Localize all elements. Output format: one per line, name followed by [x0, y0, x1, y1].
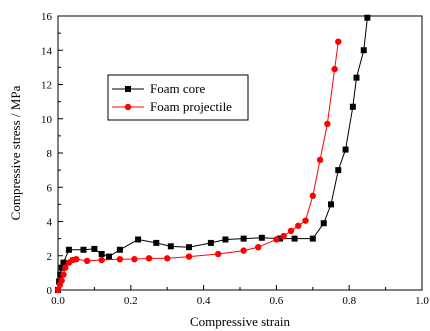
x-tick-label: 0.0 [51, 295, 65, 307]
y-tick-label: 0 [47, 285, 53, 297]
data-point-foam-core [353, 74, 360, 81]
data-point-foam-projectile [185, 253, 193, 260]
x-tick-label: 0.8 [342, 295, 356, 307]
data-point-foam-core [291, 235, 298, 242]
data-point-foam-projectile [98, 256, 105, 264]
data-point-foam-core [65, 246, 72, 253]
data-point-foam-projectile [145, 255, 153, 262]
data-point-foam-projectile [60, 271, 67, 278]
data-point-foam-core [91, 245, 98, 252]
data-point-foam-projectile [58, 277, 65, 284]
data-point-foam-projectile [131, 255, 138, 263]
data-point-foam-projectile [273, 236, 280, 243]
data-point-foam-projectile [287, 227, 295, 235]
y-axis-title: Compressive stress / MPa [8, 85, 23, 220]
data-point-foam-projectile [324, 120, 331, 128]
data-point-foam-projectile [83, 257, 91, 265]
y-tick-label: 8 [47, 148, 53, 160]
data-point-foam-projectile [316, 156, 324, 164]
legend-marker-foam-projectile [124, 103, 132, 111]
x-axis-title: Compressive strain [190, 314, 291, 329]
data-point-foam-core [116, 246, 123, 253]
y-axis: 0 2 4 6 8 10 12 14 16 [41, 11, 63, 297]
data-point-foam-projectile [331, 65, 338, 73]
data-point-foam-projectile [54, 286, 62, 294]
y-tick-label: 16 [41, 11, 53, 23]
legend-label-foam-core: Foam core [150, 81, 205, 96]
data-point-foam-core [364, 14, 371, 21]
data-point-foam-core [98, 251, 105, 258]
plot-frame [57, 15, 423, 291]
data-point-foam-core [186, 244, 193, 251]
data-point-foam-projectile [240, 247, 247, 254]
data-point-foam-core [277, 235, 284, 242]
series-layer [54, 14, 371, 294]
x-axis: 0.0 0.2 0.4 0.6 0.8 1.0 [51, 285, 429, 307]
data-point-foam-projectile [309, 192, 316, 200]
y-tick-label: 2 [47, 251, 53, 263]
data-point-foam-core [153, 239, 160, 246]
data-point-foam-projectile [302, 217, 309, 224]
data-point-foam-core [222, 236, 229, 243]
data-point-foam-projectile [335, 38, 342, 45]
data-point-foam-core [328, 201, 334, 208]
x-tick-label: 0.4 [197, 295, 211, 307]
data-point-foam-core [135, 236, 142, 243]
y-tick-label: 10 [41, 114, 53, 126]
data-point-foam-core [335, 167, 342, 174]
data-point-foam-projectile [62, 264, 69, 271]
data-point-foam-core [80, 246, 87, 253]
data-point-foam-core [57, 271, 64, 278]
legend-box [107, 74, 249, 121]
data-point-foam-core [167, 243, 174, 250]
legend: Foam core Foam projectile [107, 74, 249, 121]
data-point-foam-core [240, 235, 247, 242]
y-tick-label: 4 [47, 217, 53, 229]
data-point-foam-projectile [255, 243, 262, 251]
y-tick-label: 14 [41, 45, 53, 57]
data-point-foam-core [360, 47, 367, 54]
data-point-foam-core [258, 234, 265, 241]
legend-marker-foam-core [125, 86, 131, 92]
data-point-foam-projectile [280, 232, 287, 240]
data-point-foam-projectile [116, 255, 124, 263]
data-point-foam-projectile [295, 222, 302, 229]
x-tick-label: 1.0 [415, 295, 429, 307]
data-point-foam-core [60, 259, 67, 266]
data-point-foam-core [105, 253, 112, 260]
data-point-foam-projectile [73, 255, 80, 263]
data-point-foam-core [309, 235, 316, 242]
data-point-foam-projectile [164, 255, 171, 262]
data-point-foam-core [58, 264, 65, 271]
legend-label-foam-projectile: Foam projectile [150, 99, 232, 114]
data-point-foam-core [342, 146, 349, 153]
data-point-foam-core [207, 239, 214, 246]
x-tick-label: 0.6 [270, 295, 284, 307]
x-tick-label: 0.2 [124, 295, 138, 307]
y-tick-label: 12 [41, 80, 52, 92]
data-point-foam-core [320, 220, 327, 227]
data-point-foam-projectile [214, 250, 222, 258]
y-tick-label: 6 [47, 182, 53, 194]
data-point-foam-core [349, 103, 356, 110]
